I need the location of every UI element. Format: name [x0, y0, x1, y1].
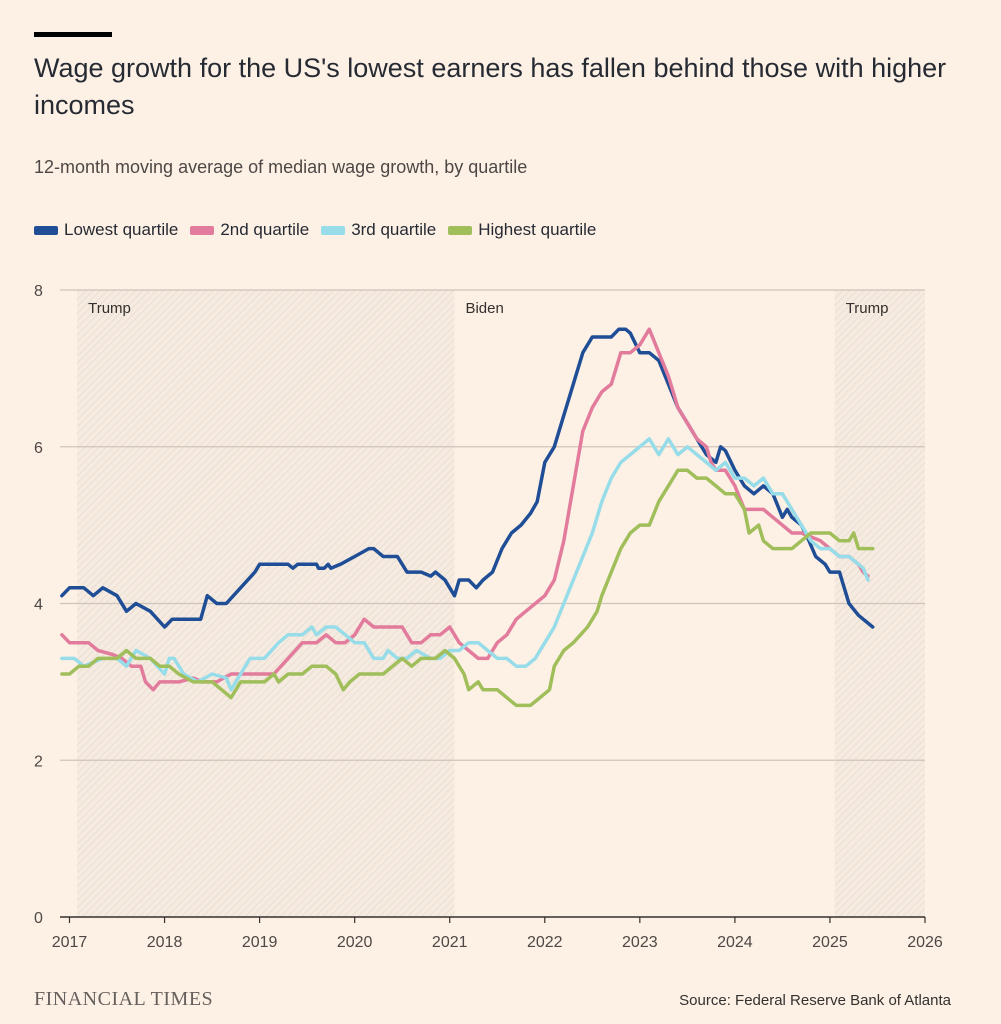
source-note: Source: Federal Reserve Bank of Atlanta — [679, 992, 951, 1009]
x-tick-label: 2022 — [527, 934, 563, 951]
y-tick-label: 2 — [34, 753, 43, 770]
legend-label-2nd: 2nd quartile — [220, 220, 310, 239]
legend-swatch-3rd — [321, 225, 346, 235]
series-line-3rd — [60, 437, 870, 692]
ft-logo: FINANCIAL TIMES — [34, 988, 214, 1010]
y-tick-label: 8 — [34, 283, 43, 300]
x-tick-label: 2019 — [242, 934, 278, 951]
y-tick-label: 4 — [34, 597, 43, 614]
top-rule — [34, 32, 112, 37]
y-tick-label: 6 — [34, 440, 43, 457]
chart-subtitle: 12-month moving average of median wage g… — [34, 157, 528, 177]
series-line-lowest — [60, 327, 875, 629]
legend-item-3rd: 3rd quartile — [321, 220, 436, 240]
period-label-1: Biden — [465, 300, 503, 317]
x-tick-label: 2025 — [812, 934, 848, 951]
legend-item-2nd: 2nd quartile — [190, 220, 309, 240]
period-label-2: Trump — [846, 300, 889, 317]
legend-item-highest: Highest quartile — [448, 220, 596, 240]
x-tick-label: 2021 — [432, 934, 468, 951]
legend-item-lowest: Lowest quartile — [34, 220, 178, 240]
axes: 2017 2018 2019 2020 2021 2022 2023 2024 2025 2026 — [52, 916, 943, 951]
chart-title: Wage growth for the US's lowest earners … — [34, 53, 947, 120]
x-tick-label: 2018 — [147, 934, 183, 951]
x-tick-label: 2026 — [907, 934, 943, 951]
y-tick-label: 0 — [34, 910, 43, 927]
x-tick-label: 2020 — [337, 934, 373, 951]
series-lines — [60, 327, 875, 708]
legend-swatch-highest — [448, 225, 473, 235]
period-label-0: Trump — [88, 300, 131, 317]
legend-swatch-lowest — [34, 225, 58, 235]
x-tick-label: 2024 — [717, 934, 753, 951]
legend-swatch-2nd — [190, 225, 215, 235]
legend-label-3rd: 3rd quartile — [351, 220, 437, 239]
legend-label-lowest: Lowest quartile — [64, 220, 179, 239]
legend: Lowest quartile 2nd quartile 3rd quartil… — [34, 220, 596, 240]
x-tick-label: 2017 — [52, 934, 88, 951]
legend-label-highest: Highest quartile — [478, 220, 597, 239]
series-line-highest — [60, 468, 875, 708]
x-tick-label: 2023 — [622, 934, 658, 951]
